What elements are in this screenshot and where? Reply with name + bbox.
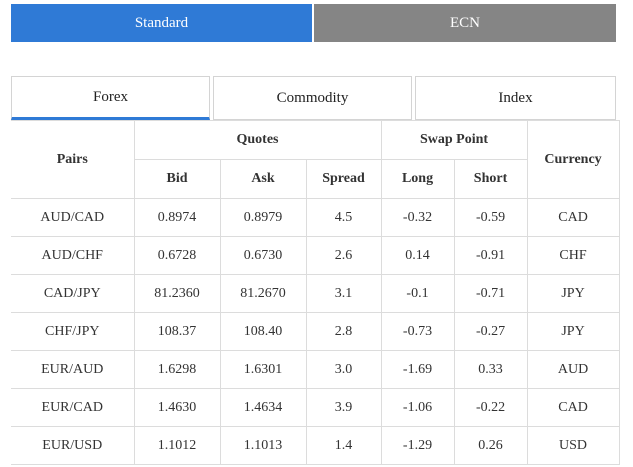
header-pairs: Pairs — [11, 120, 135, 199]
header-long: Long — [380, 159, 455, 199]
cell-short: 0.26 — [453, 426, 528, 465]
cell-currency: AUD — [526, 350, 620, 389]
table-row: AUD/CAD 0.8974 0.8979 4.5 -0.32 -0.59 CA… — [11, 198, 620, 237]
cell-long: -1.29 — [380, 426, 455, 465]
cell-pair: EUR/AUD — [11, 350, 135, 389]
cell-bid: 1.1012 — [133, 426, 221, 465]
cell-pair: AUD/CHF — [11, 236, 135, 275]
cell-long: -0.32 — [380, 198, 455, 237]
cell-long: -1.06 — [380, 388, 455, 427]
cell-long: -0.1 — [380, 274, 455, 313]
header-bid: Bid — [134, 159, 221, 199]
cell-bid: 1.6298 — [133, 350, 221, 389]
cell-pair: AUD/CAD — [11, 198, 135, 237]
cell-ask: 81.2670 — [219, 274, 307, 313]
forex-quotes-table: Pairs Quotes Swap Point Currency Bid Ask… — [11, 120, 620, 465]
cell-ask: 0.6730 — [219, 236, 307, 275]
cell-spread: 3.0 — [305, 350, 382, 389]
cell-currency: CAD — [526, 388, 620, 427]
tab-standard[interactable]: Standard — [11, 4, 312, 42]
table-row: CHF/JPY 108.37 108.40 2.8 -0.73 -0.27 JP… — [11, 312, 620, 351]
tab-forex[interactable]: Forex — [11, 76, 210, 120]
cell-short: -0.27 — [453, 312, 528, 351]
cell-bid: 1.4630 — [133, 388, 221, 427]
cell-currency: CAD — [526, 198, 620, 237]
tab-commodity[interactable]: Commodity — [213, 76, 412, 120]
cell-spread: 1.4 — [305, 426, 382, 465]
table-row: AUD/CHF 0.6728 0.6730 2.6 0.14 -0.91 CHF — [11, 236, 620, 275]
cell-ask: 108.40 — [219, 312, 307, 351]
cell-short: -0.59 — [453, 198, 528, 237]
cell-currency: USD — [526, 426, 620, 465]
table-row: EUR/AUD 1.6298 1.6301 3.0 -1.69 0.33 AUD — [11, 350, 620, 389]
header-spread: Spread — [305, 159, 382, 199]
cell-ask: 1.4634 — [219, 388, 307, 427]
table-row: EUR/USD 1.1012 1.1013 1.4 -1.29 0.26 USD — [11, 426, 620, 465]
header-currency: Currency — [526, 120, 620, 199]
cell-pair: CAD/JPY — [11, 274, 135, 313]
market-tabs: Forex Commodity Index — [11, 76, 616, 120]
cell-currency: JPY — [526, 312, 620, 351]
cell-long: -1.69 — [380, 350, 455, 389]
header-swap-point: Swap Point — [380, 120, 528, 160]
table-row: CAD/JPY 81.2360 81.2670 3.1 -0.1 -0.71 J… — [11, 274, 620, 313]
cell-spread: 4.5 — [305, 198, 382, 237]
tab-ecn[interactable]: ECN — [314, 4, 616, 42]
cell-bid: 0.6728 — [133, 236, 221, 275]
cell-bid: 81.2360 — [133, 274, 221, 313]
cell-pair: EUR/CAD — [11, 388, 135, 427]
cell-spread: 3.9 — [305, 388, 382, 427]
table-row: EUR/CAD 1.4630 1.4634 3.9 -1.06 -0.22 CA… — [11, 388, 620, 427]
header-quotes: Quotes — [133, 120, 382, 160]
cell-long: 0.14 — [380, 236, 455, 275]
cell-short: -0.71 — [453, 274, 528, 313]
cell-ask: 0.8979 — [219, 198, 307, 237]
cell-spread: 2.8 — [305, 312, 382, 351]
cell-spread: 3.1 — [305, 274, 382, 313]
cell-short: -0.91 — [453, 236, 528, 275]
cell-short: 0.33 — [453, 350, 528, 389]
cell-ask: 1.1013 — [219, 426, 307, 465]
account-type-tabs: Standard ECN — [11, 4, 616, 42]
cell-pair: EUR/USD — [11, 426, 135, 465]
header-short: Short — [453, 159, 528, 199]
cell-short: -0.22 — [453, 388, 528, 427]
cell-currency: CHF — [526, 236, 620, 275]
cell-bid: 0.8974 — [133, 198, 221, 237]
cell-pair: CHF/JPY — [11, 312, 135, 351]
tab-index[interactable]: Index — [415, 76, 616, 120]
header-ask: Ask — [219, 159, 307, 199]
cell-bid: 108.37 — [133, 312, 221, 351]
cell-long: -0.73 — [380, 312, 455, 351]
cell-ask: 1.6301 — [219, 350, 307, 389]
cell-currency: JPY — [526, 274, 620, 313]
cell-spread: 2.6 — [305, 236, 382, 275]
